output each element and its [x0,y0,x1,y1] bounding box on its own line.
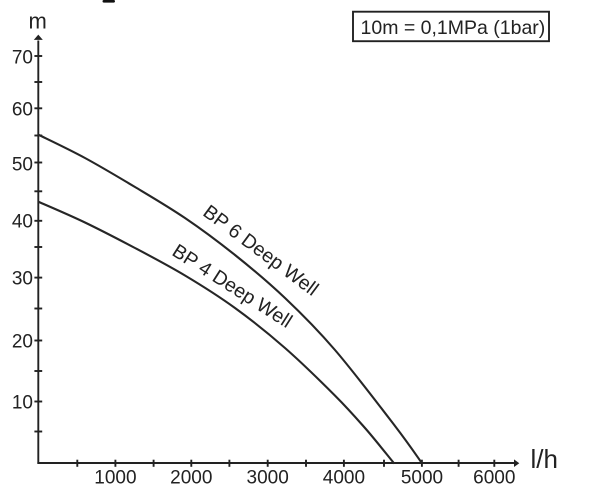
svg-text:70: 70 [12,47,33,68]
svg-text:6000: 6000 [473,467,515,488]
svg-text:5000: 5000 [401,467,443,488]
svg-text:1000: 1000 [94,467,136,488]
svg-text:10: 10 [12,393,33,414]
svg-text:4000: 4000 [323,467,365,488]
svg-text:60: 60 [12,99,33,120]
svg-text:l/h: l/h [531,444,558,474]
svg-text:2000: 2000 [170,467,212,488]
svg-text:10m = 0,1MPa (1bar): 10m = 0,1MPa (1bar) [361,17,546,39]
svg-text:40: 40 [12,212,33,233]
svg-text:50: 50 [12,154,33,175]
svg-text:3000: 3000 [247,467,289,488]
svg-text:m: m [29,8,47,33]
svg-text:20: 20 [12,331,33,352]
svg-text:30: 30 [12,269,33,290]
